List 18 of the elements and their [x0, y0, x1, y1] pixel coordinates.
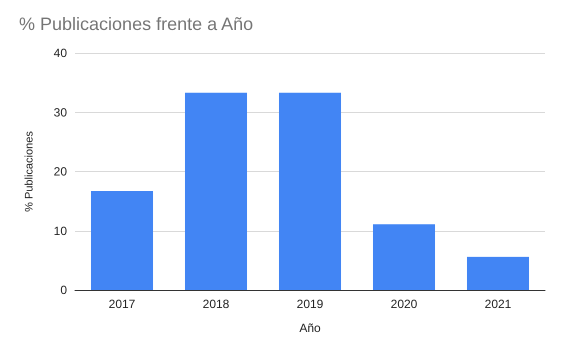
bar: [466, 256, 530, 290]
bar: [184, 92, 248, 290]
bar: [278, 92, 342, 290]
bar: [90, 191, 154, 290]
x-tick-label: 2018: [202, 297, 230, 311]
y-tick-label: 0: [60, 283, 68, 297]
y-tick-label: 30: [54, 105, 68, 120]
x-tick-label: 2017: [108, 297, 136, 311]
chart-title: % Publicaciones frente a Año: [19, 14, 254, 34]
x-axis-title: Año: [299, 321, 321, 335]
bar: [372, 224, 436, 290]
x-tick-label: 2021: [484, 297, 512, 311]
y-tick-label: 40: [54, 46, 68, 60]
x-tick-label: 2019: [296, 297, 324, 311]
y-tick-label: 10: [54, 224, 68, 238]
y-tick-label: 20: [54, 164, 68, 178]
y-axis-title: % Publicaciones: [24, 130, 36, 212]
x-tick-label: 2020: [390, 297, 418, 311]
